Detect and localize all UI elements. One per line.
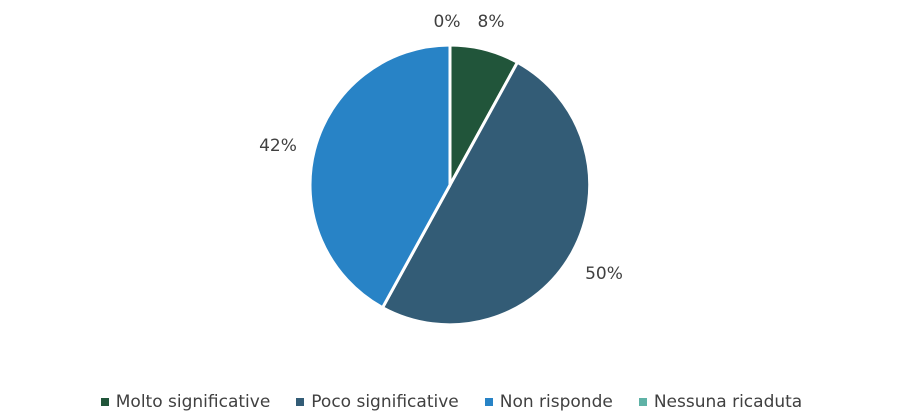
legend-label: Poco significative (311, 392, 459, 412)
legend-swatch (638, 398, 647, 406)
data-label-nessuna-ricaduta: 0% (434, 12, 461, 32)
legend-label: Nessuna ricaduta (653, 392, 803, 412)
legend: Molto significative Poco significative N… (0, 390, 903, 414)
data-label-poco-significative: 50% (585, 264, 623, 284)
legend-swatch (296, 398, 305, 406)
legend-swatch (100, 398, 109, 406)
data-label-molto-significative: 8% (478, 12, 505, 32)
pie-slice-non-risponde (308, 43, 452, 310)
legend-item-non-risponde: Non risponde (484, 392, 613, 412)
legend-swatch (484, 398, 493, 406)
legend-item-poco-significative: Poco significative (296, 392, 459, 412)
legend-item-nessuna-ricaduta: Nessuna ricaduta (638, 392, 803, 412)
pie-slice-poco-significative (381, 60, 592, 327)
legend-label: Molto significative (115, 392, 271, 412)
legend-label: Non risponde (499, 392, 613, 412)
legend-item-molto-significative: Molto significative (100, 392, 271, 412)
data-label-non-risponde: 42% (259, 136, 297, 156)
